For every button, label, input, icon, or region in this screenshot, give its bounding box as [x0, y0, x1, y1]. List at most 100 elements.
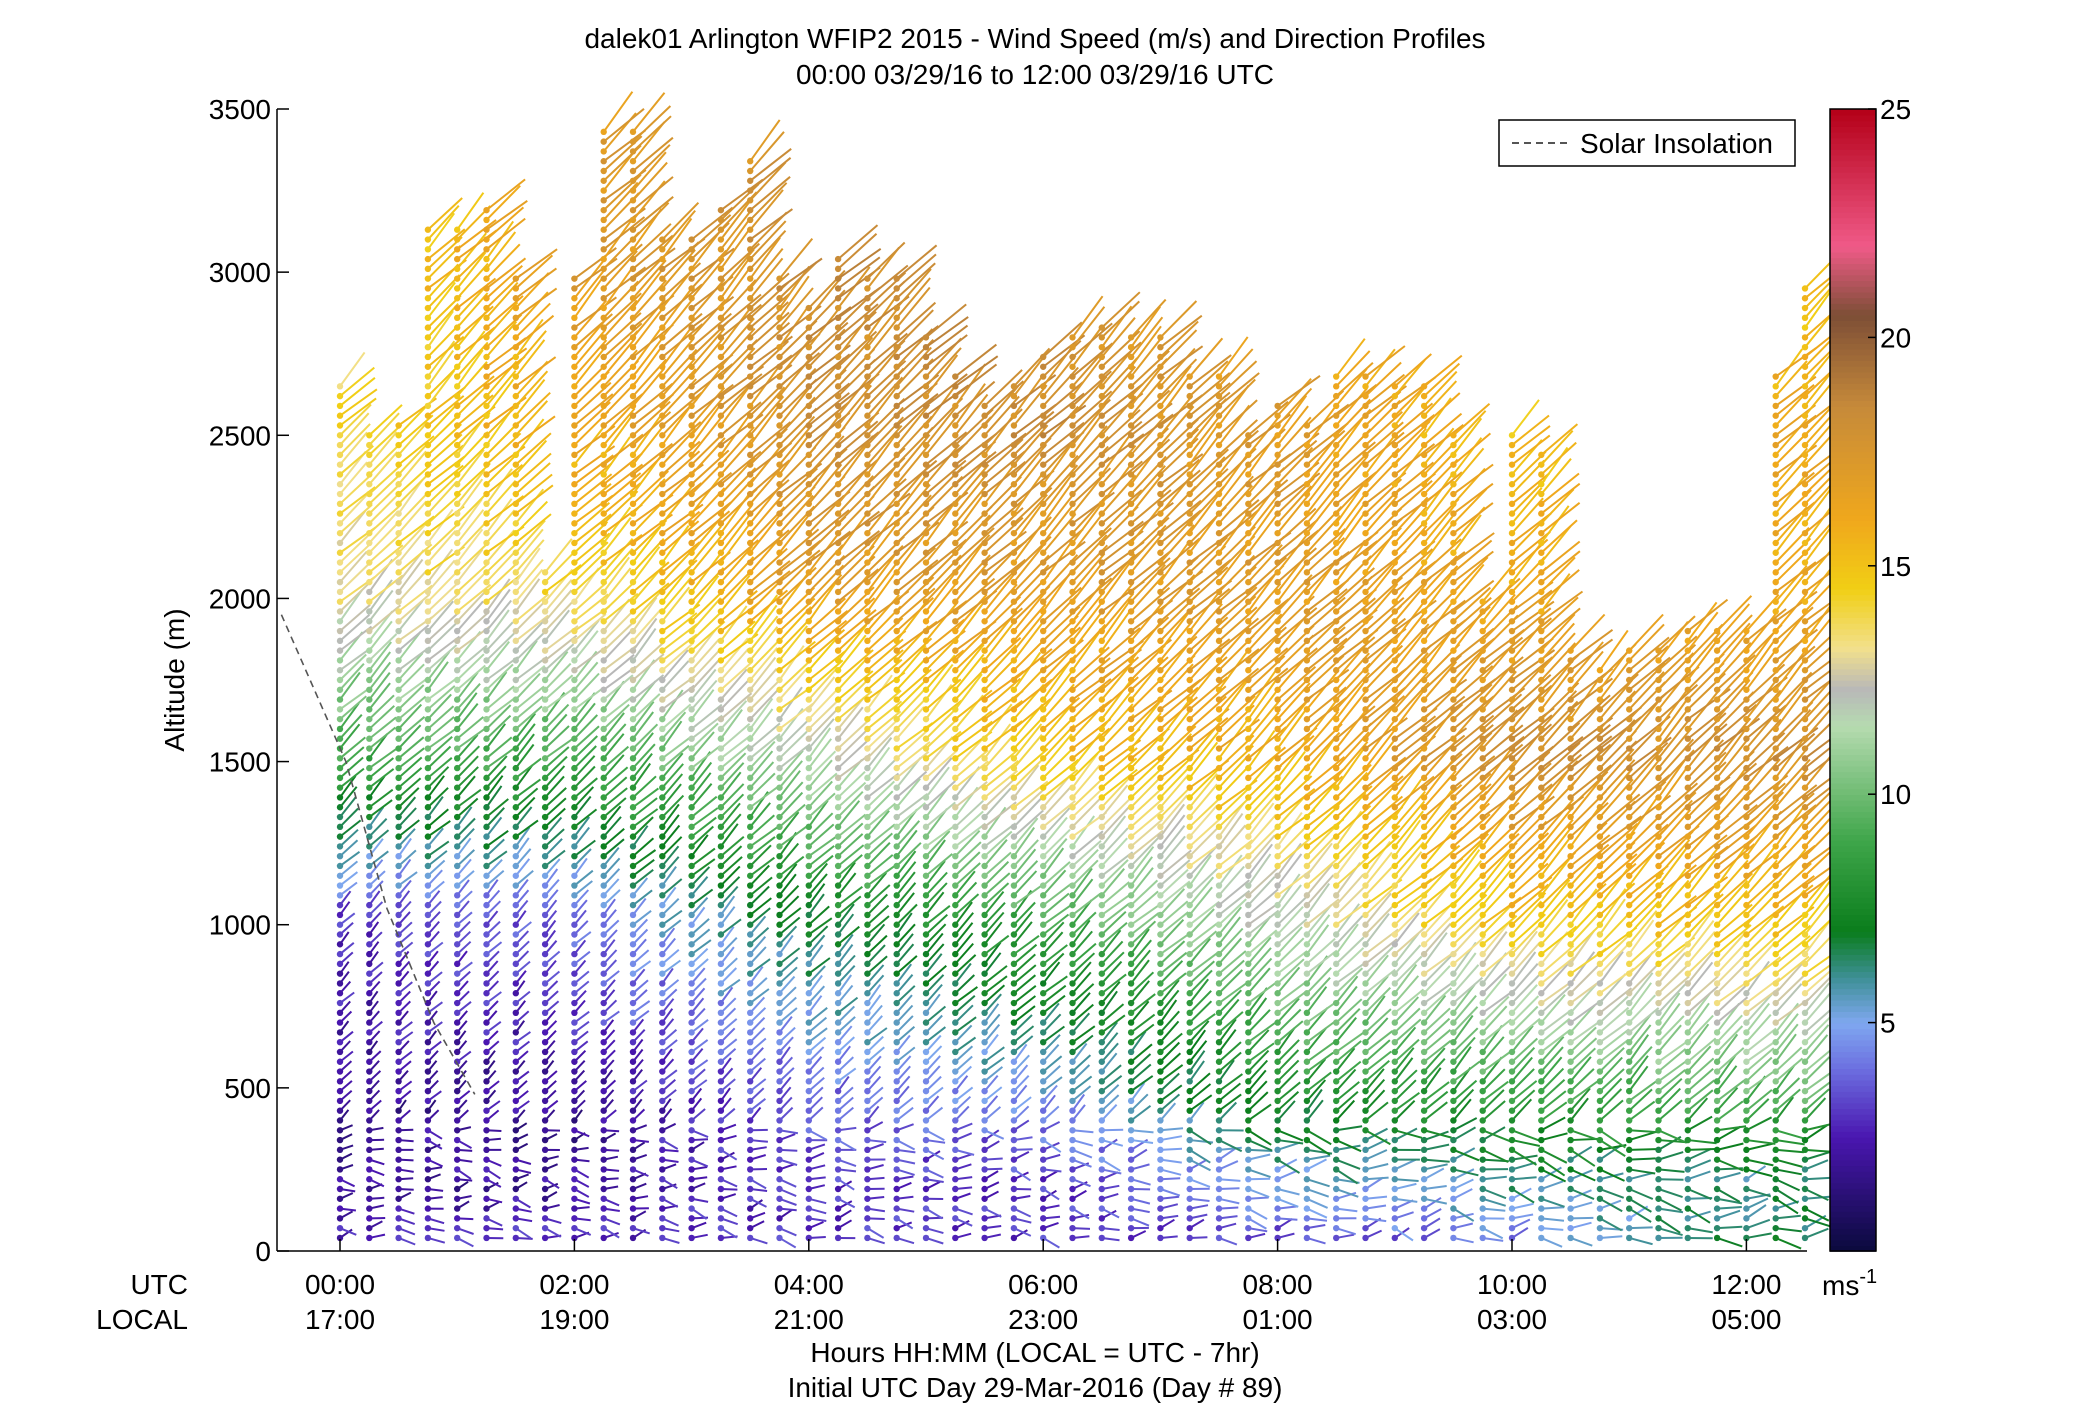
wind-barb	[603, 827, 625, 848]
wind-point	[571, 569, 578, 576]
wind-point	[571, 784, 578, 791]
wind-barb	[456, 361, 488, 397]
wind-barb	[544, 600, 574, 632]
wind-point	[629, 725, 637, 733]
wind-barb	[397, 828, 416, 848]
wind-point	[366, 647, 373, 654]
wind-point	[600, 451, 607, 459]
wind-point	[1010, 676, 1018, 684]
wind-point	[893, 755, 900, 762]
wind-point	[981, 441, 988, 449]
wind-point	[981, 960, 988, 968]
wind-point	[717, 510, 725, 517]
wind-point	[600, 647, 607, 654]
wind-point	[1069, 892, 1076, 899]
wind-point	[981, 676, 988, 684]
wind-point	[659, 304, 666, 312]
wind-barb	[690, 1019, 709, 1034]
wind-point	[336, 1127, 344, 1134]
wind-point	[512, 941, 519, 948]
wind-point	[688, 324, 695, 331]
wind-point	[952, 862, 959, 870]
wind-point	[571, 1224, 578, 1232]
wind-point	[395, 1166, 402, 1173]
wind-point	[981, 461, 988, 468]
wind-point	[1069, 725, 1076, 733]
wind-point	[1040, 764, 1047, 772]
wind-point	[864, 999, 871, 1007]
wind-point	[629, 735, 637, 742]
wind-barb	[456, 330, 486, 368]
wind-point	[512, 334, 519, 341]
wind-barb	[603, 787, 628, 809]
wind-point	[834, 1117, 842, 1124]
wind-point	[1069, 999, 1076, 1007]
wind-point	[395, 1146, 402, 1154]
wind-barb	[661, 421, 702, 456]
wind-barb	[427, 228, 466, 260]
wind-point	[747, 862, 754, 870]
wind-point	[483, 980, 490, 987]
wind-point	[541, 735, 549, 742]
wind-point	[688, 1087, 695, 1095]
wind-barb	[573, 950, 591, 965]
wind-point	[1010, 804, 1018, 811]
wind-point	[834, 314, 842, 322]
wind-point	[952, 970, 959, 977]
wind-barb	[690, 659, 720, 691]
wind-point	[424, 970, 432, 977]
wind-barb	[456, 716, 485, 740]
wind-point	[454, 657, 461, 664]
wind-point	[424, 1107, 432, 1114]
wind-barb	[720, 906, 736, 926]
wind-point	[922, 608, 930, 615]
wind-point	[512, 686, 519, 693]
wind-point	[805, 1117, 812, 1124]
wind-point	[600, 725, 607, 733]
wind-point	[717, 353, 725, 361]
wind-point	[952, 794, 959, 801]
wind-point	[776, 569, 783, 576]
wind-point	[747, 334, 754, 341]
wind-barb	[427, 522, 460, 554]
wind-point	[512, 970, 519, 977]
wind-barb	[632, 307, 664, 348]
wind-point	[454, 637, 461, 645]
wind-point	[483, 696, 490, 703]
wind-point	[688, 295, 695, 302]
wind-point	[395, 569, 402, 576]
wind-point	[1069, 627, 1076, 635]
wind-point	[1040, 657, 1047, 664]
wind-point	[747, 813, 754, 821]
wind-barb	[661, 886, 677, 906]
wind-point	[454, 1117, 461, 1124]
wind-point	[571, 559, 578, 566]
wind-barb	[485, 217, 526, 251]
wind-point	[688, 735, 695, 742]
wind-point	[805, 1146, 812, 1154]
wind-barb	[661, 763, 684, 789]
wind-point	[747, 177, 754, 184]
wind-point	[717, 392, 725, 400]
wind-point	[864, 667, 871, 674]
wind-point	[981, 529, 988, 537]
wind-barb	[661, 486, 693, 525]
wind-point	[952, 813, 959, 821]
wind-barb	[427, 350, 455, 387]
wind-point	[454, 471, 461, 478]
wind-point	[805, 539, 812, 547]
wind-point	[952, 872, 959, 879]
wind-point	[893, 1166, 900, 1173]
wind-point	[629, 216, 637, 224]
wind-point	[336, 1205, 344, 1212]
wind-barb	[544, 858, 561, 877]
wind-point	[659, 637, 666, 645]
wind-point	[1069, 647, 1076, 654]
wind-point	[981, 1029, 988, 1036]
wind-point	[336, 1029, 344, 1036]
wind-point	[747, 206, 754, 214]
wind-point	[1040, 383, 1047, 390]
wind-barb	[339, 687, 371, 711]
wind-point	[629, 1224, 637, 1232]
wind-point	[424, 1097, 432, 1105]
